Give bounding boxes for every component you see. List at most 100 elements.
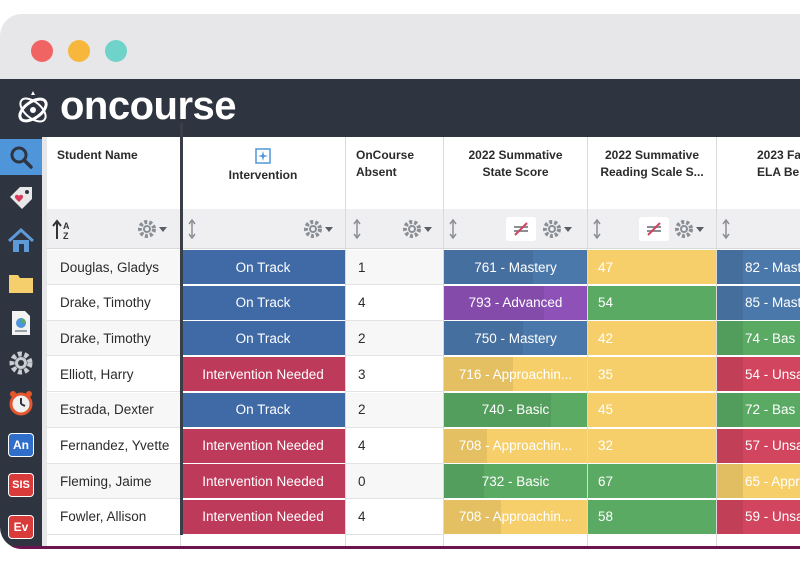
column-settings-gear-icon[interactable] <box>402 219 438 239</box>
state-score-cell[interactable]: 740 - Basic <box>444 392 587 428</box>
ela-score-cell[interactable]: 65 - Appro <box>717 464 800 500</box>
column-header-absent[interactable]: OnCourse Absent <box>346 137 443 209</box>
absent-count-cell[interactable]: 4 <box>346 499 443 535</box>
sidebar-sis-app-icon[interactable]: SIS <box>2 467 40 503</box>
state-score-cell-text: 793 - Advanced <box>468 295 563 311</box>
absent-count-cell-text: 0 <box>358 473 366 489</box>
reading-score-cell-text: 47 <box>598 259 614 275</box>
maximize-window-button[interactable] <box>105 40 127 62</box>
not-equal-filter-button[interactable] <box>506 217 536 241</box>
state-score-cell[interactable]: 708 - Approachin... <box>444 428 587 464</box>
student-name-cell[interactable]: Drake, Timothy <box>47 321 180 357</box>
column-header-reading-scale[interactable]: 2022 Summative Reading Scale S... <box>588 137 716 209</box>
ela-score-cell-text: 82 - Mast <box>745 259 800 275</box>
column-header-state-score[interactable]: 2022 Summative State Score <box>444 137 587 209</box>
analytics-app-icon: An <box>8 433 34 457</box>
resize-vertical-icon[interactable] <box>448 219 458 239</box>
intervention-status-cell[interactable]: Intervention Needed <box>181 357 345 393</box>
student-name-cell-text: Estrada, Dexter <box>60 402 154 418</box>
ela-score-cell[interactable]: 82 - Mast <box>717 250 800 285</box>
reading-score-cell[interactable]: 45 <box>588 392 716 428</box>
state-score-cell[interactable]: 708 - Approachin... <box>444 499 587 535</box>
close-window-button[interactable] <box>31 40 53 62</box>
absent-count-cell[interactable]: 4 <box>346 285 443 321</box>
student-name-cell[interactable]: Fleming, Jaime <box>47 464 180 500</box>
intervention-status-cell-text: On Track <box>235 402 291 418</box>
sidebar-alarm-clock-icon[interactable] <box>2 385 40 421</box>
ela-score-cell[interactable]: 74 - Bas <box>717 321 800 357</box>
absent-count-cell-text: 2 <box>358 330 366 346</box>
student-name-cell[interactable]: Elliott, Harry <box>47 357 180 393</box>
ela-score-cell[interactable]: 57 - Unsati <box>717 428 800 464</box>
intervention-status-cell[interactable]: On Track <box>181 392 345 428</box>
column-settings-gear-icon[interactable] <box>674 219 710 239</box>
sidebar: An SIS Ev <box>0 137 42 549</box>
intervention-status-cell[interactable]: On Track <box>181 250 345 285</box>
reading-score-cell[interactable]: 35 <box>588 357 716 393</box>
absent-count-cell[interactable]: 2 <box>346 321 443 357</box>
student-name-cell[interactable]: Douglas, Gladys <box>47 250 180 285</box>
not-equal-filter-button[interactable] <box>639 217 669 241</box>
column-header-intervention[interactable]: Intervention <box>181 137 345 209</box>
ela-score-cell[interactable]: 59 - Unsati <box>717 499 800 535</box>
reading-score-cell[interactable]: 58 <box>588 499 716 535</box>
ela-score-cell[interactable]: 54 - Unsati <box>717 357 800 393</box>
column-settings-gear-icon[interactable] <box>303 219 339 239</box>
state-score-cell[interactable]: 793 - Advanced <box>444 285 587 321</box>
reading-score-cell[interactable]: 47 <box>588 250 716 285</box>
state-score-cell[interactable]: 750 - Mastery <box>444 321 587 357</box>
column-settings-gear-icon[interactable] <box>137 219 173 239</box>
absent-count-cell-text: 1 <box>358 259 366 275</box>
intervention-status-cell[interactable]: Intervention Needed <box>181 464 345 500</box>
resize-vertical-icon[interactable] <box>721 219 731 239</box>
reading-score-cell[interactable]: 32 <box>588 428 716 464</box>
sidebar-tag-heart-icon[interactable] <box>2 181 40 217</box>
absent-count-cell[interactable]: 0 <box>346 464 443 500</box>
reading-score-cell-text: 67 <box>598 473 614 489</box>
reading-score-cell-text: 32 <box>598 438 614 453</box>
resize-vertical-icon[interactable] <box>352 219 362 239</box>
sidebar-report-document-icon[interactable] <box>2 305 40 341</box>
intervention-status-cell[interactable]: On Track <box>181 285 345 321</box>
reading-score-cell[interactable]: 54 <box>588 285 716 321</box>
column-settings-gear-icon[interactable] <box>542 219 578 239</box>
score-tint <box>444 428 487 463</box>
student-name-cell[interactable]: Estrada, Dexter <box>47 392 180 428</box>
minimize-window-button[interactable] <box>68 40 90 62</box>
absent-count-cell[interactable]: 3 <box>346 357 443 393</box>
intervention-status-cell[interactable]: Intervention Needed <box>181 499 345 535</box>
sidebar-gear-icon[interactable] <box>2 345 40 381</box>
sidebar-ev-app-icon[interactable]: Ev <box>2 509 40 545</box>
ela-score-cell[interactable]: 85 - Mast <box>717 285 800 321</box>
score-tint <box>717 250 743 284</box>
ev-app-icon: Ev <box>8 515 34 539</box>
resize-vertical-icon[interactable] <box>592 219 602 239</box>
absent-count-cell[interactable]: 2 <box>346 392 443 428</box>
sidebar-folder-icon[interactable] <box>2 265 40 301</box>
sidebar-analytics-app-icon[interactable]: An <box>2 427 40 463</box>
score-tint <box>444 285 545 320</box>
score-tint <box>717 357 743 392</box>
student-name-cell[interactable]: Drake, Timothy <box>47 285 180 321</box>
sidebar-search-icon[interactable] <box>0 139 42 175</box>
absent-count-cell[interactable]: 4 <box>346 428 443 464</box>
score-tint <box>444 464 485 499</box>
state-score-cell[interactable]: 761 - Mastery <box>444 250 587 285</box>
resize-vertical-icon[interactable] <box>187 219 197 239</box>
ela-score-cell[interactable]: 72 - Bas <box>717 392 800 428</box>
intervention-status-cell[interactable]: On Track <box>181 321 345 357</box>
student-name-cell-text: Elliott, Harry <box>60 366 134 382</box>
student-name-cell[interactable]: Fernandez, Yvette <box>47 428 180 464</box>
intervention-status-cell[interactable]: Intervention Needed <box>181 428 345 464</box>
sidebar-home-icon[interactable] <box>2 223 40 259</box>
column-header-student-name[interactable]: Student Name <box>47 137 180 209</box>
student-name-cell[interactable]: Fowler, Allison <box>47 499 180 535</box>
state-score-cell[interactable]: 716 - Approachin... <box>444 357 587 393</box>
reading-score-cell[interactable]: 67 <box>588 464 716 500</box>
state-score-cell[interactable]: 732 - Basic <box>444 464 587 500</box>
column-header-ela[interactable]: 2023 Fa ELA Bench <box>717 137 800 209</box>
absent-count-cell[interactable]: 1 <box>346 250 443 285</box>
sort-az-icon[interactable]: A Z <box>52 219 74 241</box>
column-ela-benchmark: 2023 Fa ELA Bench 82 - Mast 85 - Mast 74 -… <box>717 137 800 549</box>
reading-score-cell[interactable]: 42 <box>588 321 716 357</box>
